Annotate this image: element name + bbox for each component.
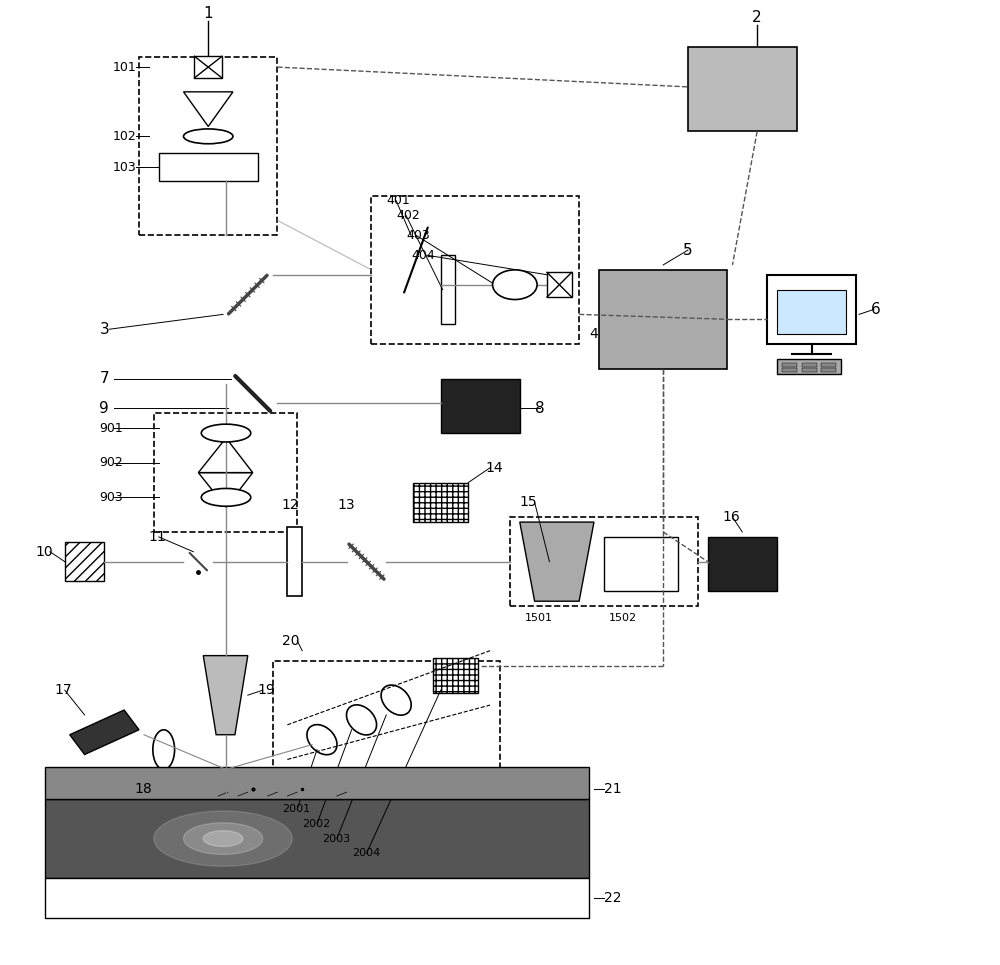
Text: 1502: 1502: [609, 613, 637, 623]
Bar: [413, 482, 468, 522]
Text: 9: 9: [99, 400, 109, 416]
Bar: [782, 363, 797, 367]
Text: 7: 7: [99, 372, 109, 386]
Bar: [802, 363, 817, 367]
Bar: [273, 661, 500, 789]
Text: 902: 902: [99, 456, 123, 469]
Text: 13: 13: [338, 498, 356, 512]
Bar: [510, 517, 698, 606]
Text: 8: 8: [535, 400, 544, 416]
Text: 402: 402: [396, 209, 420, 222]
Bar: [604, 537, 678, 592]
Polygon shape: [184, 823, 263, 854]
Ellipse shape: [201, 425, 251, 442]
Text: 19: 19: [258, 683, 275, 698]
Polygon shape: [70, 710, 139, 755]
Text: 16: 16: [723, 510, 740, 524]
Polygon shape: [203, 655, 248, 734]
Text: 4: 4: [589, 327, 598, 342]
Bar: [782, 368, 797, 372]
Bar: [287, 527, 302, 596]
Bar: [802, 368, 817, 372]
Bar: [821, 368, 836, 372]
Ellipse shape: [493, 270, 537, 299]
Text: 2002: 2002: [302, 818, 330, 829]
Bar: [688, 47, 797, 131]
Bar: [821, 363, 836, 367]
Text: 18: 18: [134, 783, 152, 796]
Ellipse shape: [183, 129, 233, 144]
Text: 2004: 2004: [352, 848, 380, 859]
Ellipse shape: [346, 704, 377, 735]
Ellipse shape: [381, 685, 411, 715]
Polygon shape: [154, 811, 292, 867]
Ellipse shape: [201, 488, 251, 507]
Bar: [441, 378, 520, 433]
Text: 2003: 2003: [322, 834, 350, 843]
Text: 1501: 1501: [525, 613, 553, 623]
Text: 2: 2: [752, 10, 762, 24]
Bar: [767, 275, 856, 345]
Text: 11: 11: [149, 530, 167, 544]
Text: 14: 14: [485, 460, 503, 475]
Bar: [194, 56, 222, 78]
Text: 403: 403: [406, 229, 430, 242]
Text: 2001: 2001: [282, 804, 311, 813]
Bar: [371, 196, 579, 345]
Text: 3: 3: [99, 321, 109, 337]
Text: 901: 901: [99, 422, 123, 434]
Text: 903: 903: [99, 491, 123, 504]
Text: 17: 17: [55, 683, 73, 698]
Text: 22: 22: [604, 891, 621, 905]
Bar: [65, 542, 104, 582]
Text: 404: 404: [411, 249, 435, 262]
Text: 10: 10: [35, 545, 53, 559]
Bar: [433, 658, 478, 693]
Polygon shape: [203, 831, 243, 846]
Text: 15: 15: [520, 495, 537, 510]
Bar: [777, 359, 841, 373]
Bar: [547, 272, 572, 297]
Polygon shape: [520, 522, 594, 601]
Ellipse shape: [307, 725, 337, 755]
Text: 101: 101: [112, 61, 136, 73]
Bar: [599, 270, 727, 369]
Text: 12: 12: [282, 498, 299, 512]
Text: 102: 102: [112, 130, 136, 143]
Ellipse shape: [153, 730, 175, 769]
Text: 5: 5: [683, 242, 693, 258]
Text: 401: 401: [386, 194, 410, 207]
Bar: [441, 255, 455, 324]
Text: 6: 6: [871, 302, 881, 317]
Bar: [139, 57, 277, 235]
Text: 1: 1: [203, 6, 213, 20]
Bar: [777, 290, 846, 334]
Bar: [154, 413, 297, 532]
Bar: [45, 799, 589, 878]
Bar: [159, 153, 258, 180]
Bar: [45, 767, 589, 799]
Bar: [708, 537, 777, 592]
Text: 103: 103: [112, 160, 136, 174]
Text: 21: 21: [604, 783, 621, 796]
Text: 20: 20: [282, 634, 300, 648]
Bar: [45, 878, 589, 918]
